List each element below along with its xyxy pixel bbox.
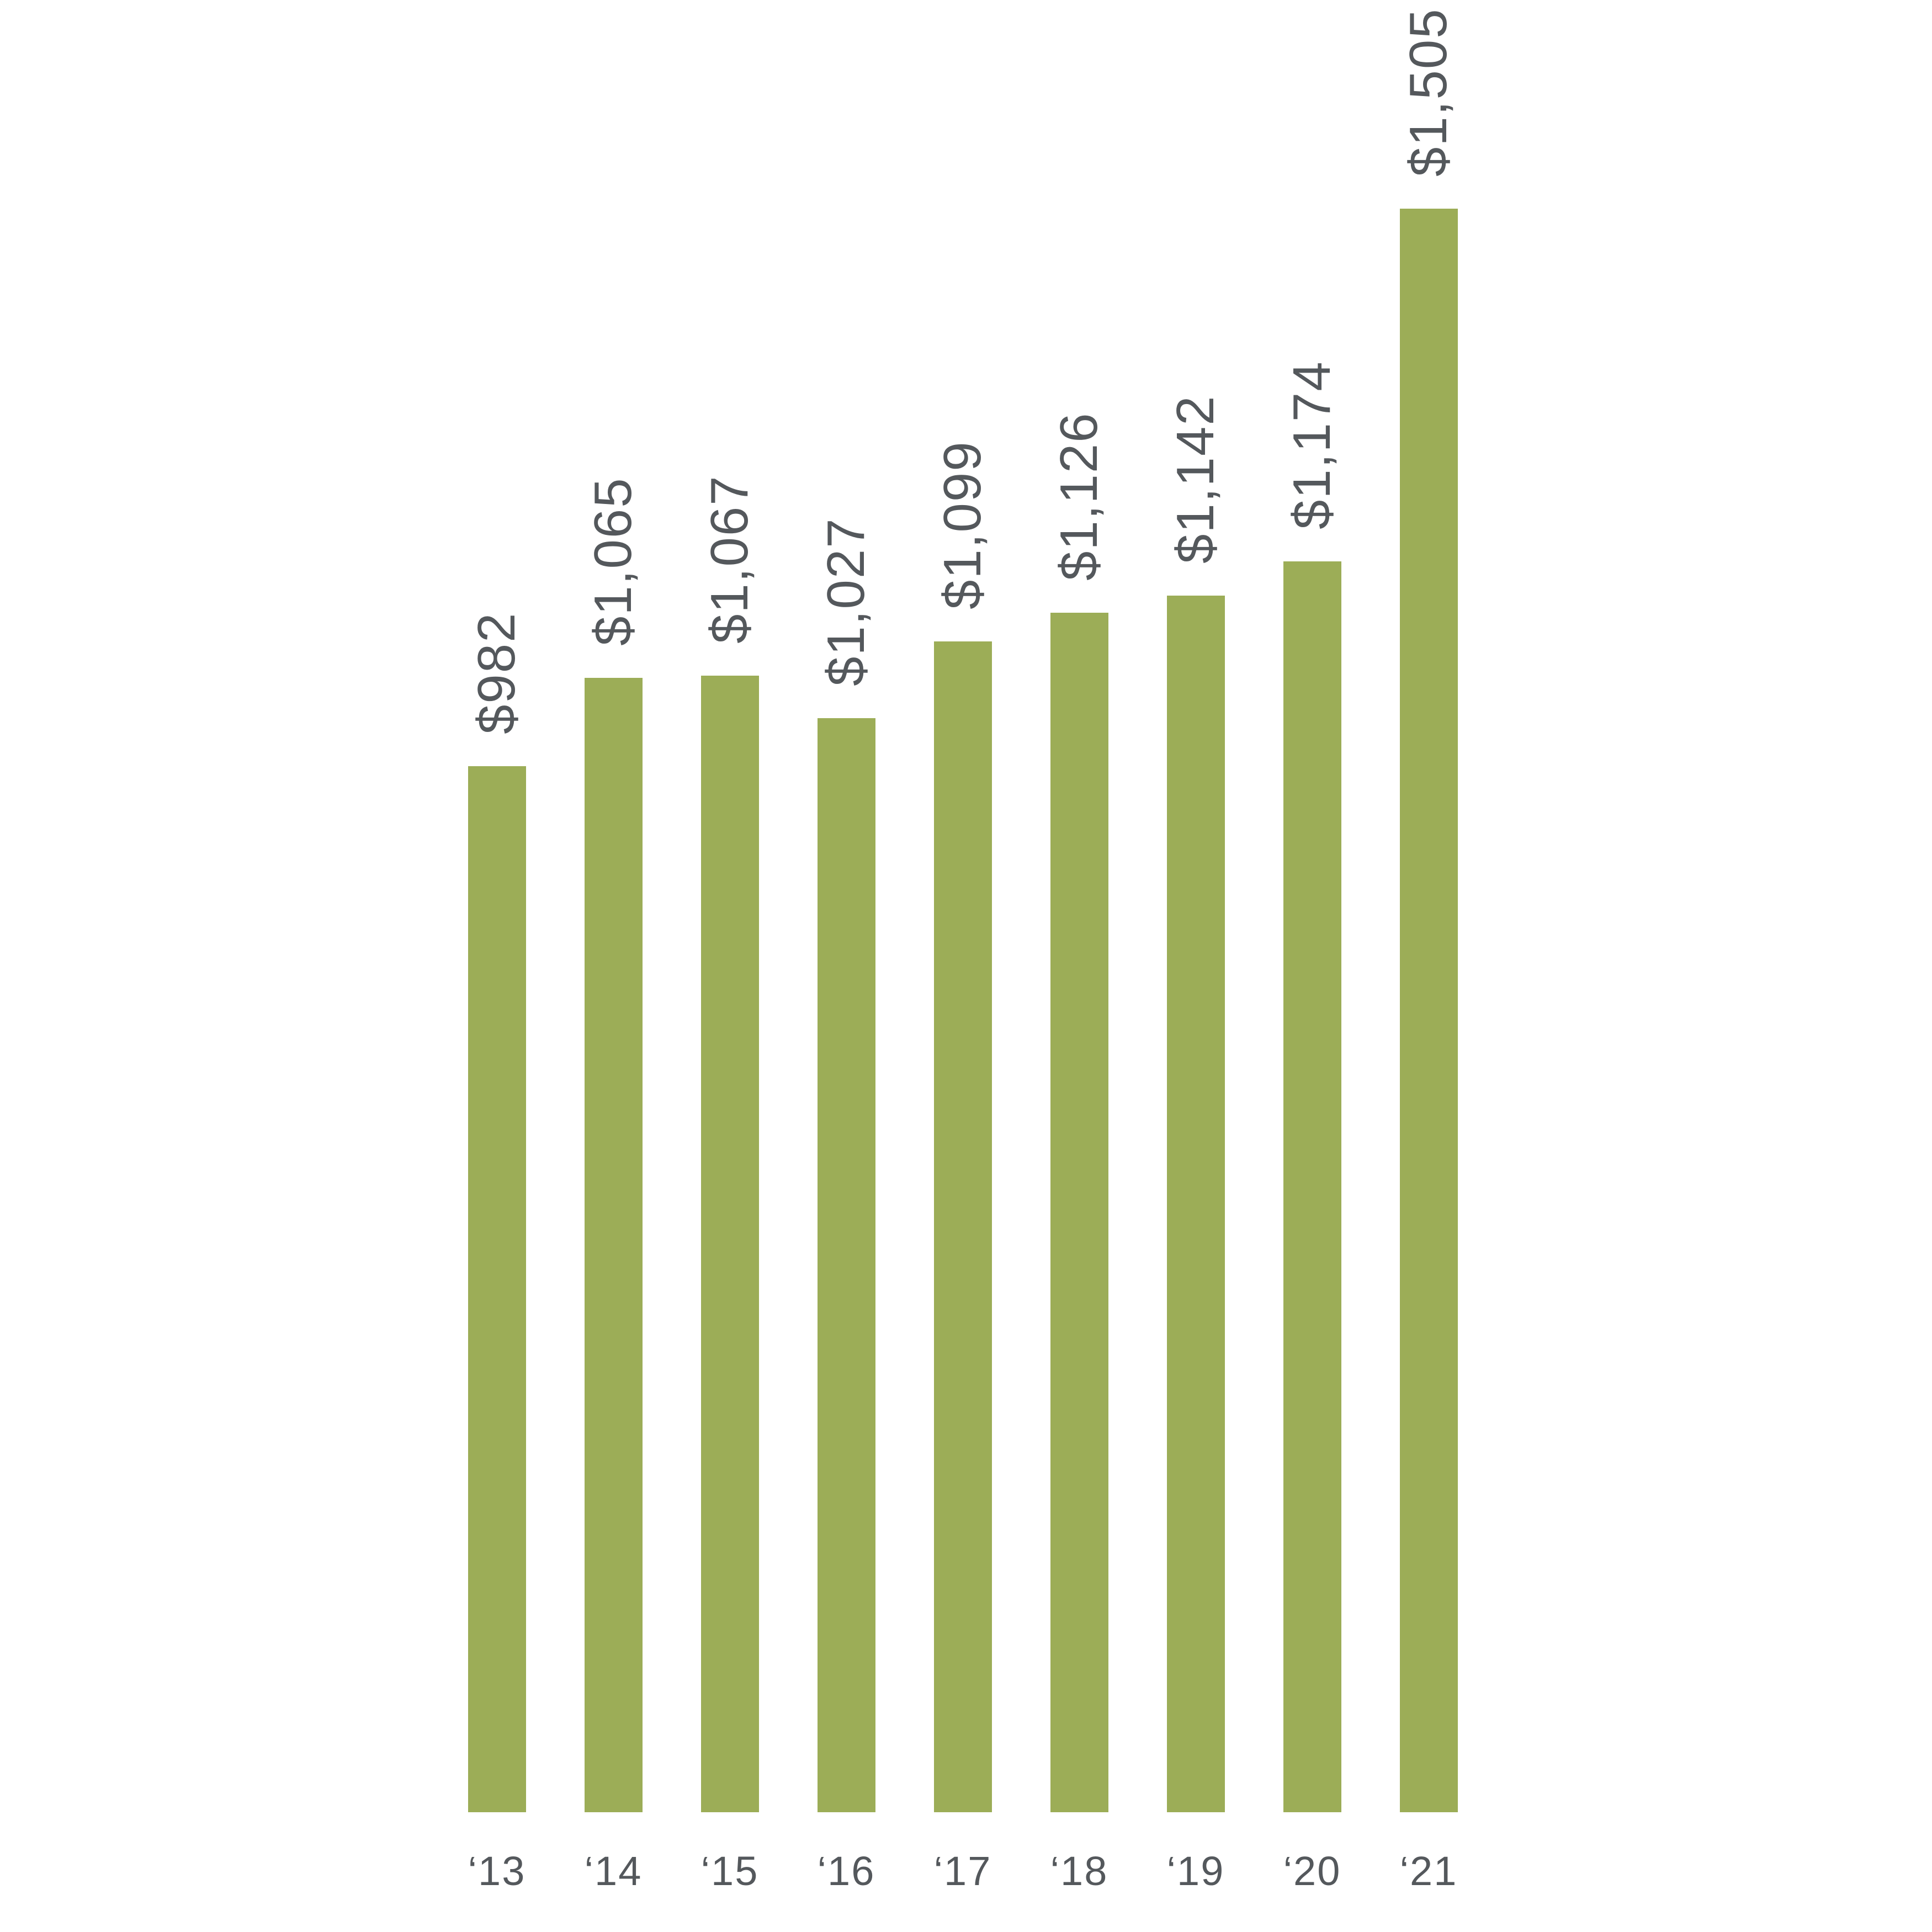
bar xyxy=(468,766,526,1812)
x-axis-label: ‘16 xyxy=(817,1848,875,1894)
bar-value-label: $982 xyxy=(467,612,526,734)
x-axis-label: ‘18 xyxy=(1050,1848,1108,1894)
bar xyxy=(584,678,643,1812)
bar xyxy=(700,676,759,1812)
x-axis-label: ‘17 xyxy=(933,1848,992,1894)
x-axis-label: ‘20 xyxy=(1283,1848,1341,1894)
bar xyxy=(817,718,875,1812)
bar-value-label: $1,505 xyxy=(1399,8,1458,177)
bar xyxy=(1399,209,1458,1812)
bar-value-label: $1,067 xyxy=(700,475,759,644)
bar xyxy=(1166,596,1225,1812)
bar xyxy=(933,641,992,1812)
x-axis-label: ‘21 xyxy=(1399,1848,1458,1894)
bar-value-label: $1,027 xyxy=(816,517,875,686)
x-axis-label: ‘15 xyxy=(700,1848,759,1894)
bar-value-label: $1,142 xyxy=(1166,395,1225,564)
bar xyxy=(1050,613,1108,1812)
x-axis-label: ‘13 xyxy=(468,1848,526,1894)
bar-value-label: $1,099 xyxy=(933,440,992,609)
bar-value-label: $1,126 xyxy=(1049,412,1108,581)
bar xyxy=(1283,561,1341,1812)
bar-value-label: $1,065 xyxy=(583,477,643,646)
x-axis-label: ‘14 xyxy=(584,1848,643,1894)
x-axis-label: ‘19 xyxy=(1166,1848,1225,1894)
bar-value-label: $1,174 xyxy=(1282,360,1341,529)
